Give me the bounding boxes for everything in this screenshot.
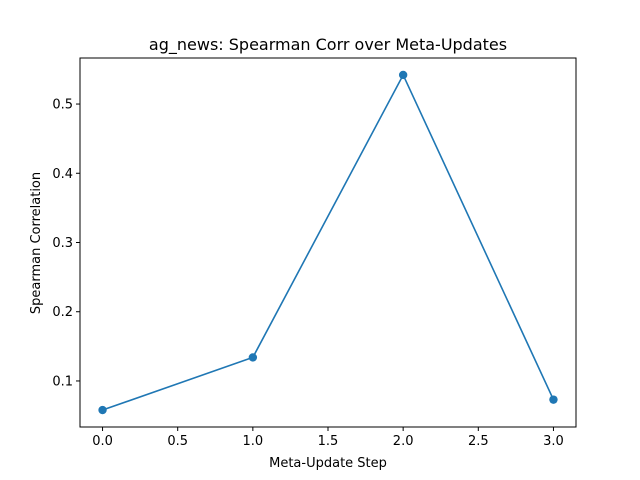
x-tick-label: 2.0: [393, 434, 414, 449]
x-tick-label: 0.5: [167, 434, 188, 449]
y-axis-label: Spearman Correlation: [29, 172, 44, 314]
y-tick-label: 0.5: [52, 98, 73, 113]
x-tick-label: 2.5: [468, 434, 489, 449]
chart-title: ag_news: Spearman Corr over Meta-Updates: [149, 35, 507, 55]
data-point: [549, 395, 558, 404]
y-tick-label: 0.4: [52, 167, 73, 182]
axes-frame: [79, 57, 577, 428]
plot-area: 0.0 0.5 1.0 1.5 2.0 2.5 3.0 0.1 0.2 0.3 0.4 0.5: [52, 57, 577, 449]
data-point: [98, 405, 107, 415]
x-tick-label: 3.0: [543, 434, 564, 449]
x-tick-label: 0.0: [92, 434, 113, 449]
x-tick-label: 1.0: [243, 434, 264, 449]
x-axis-label: Meta-Update Step: [269, 456, 387, 471]
data-point: [398, 70, 408, 80]
y-tick-label: 0.1: [52, 374, 73, 389]
y-tick-label: 0.3: [52, 236, 73, 251]
x-tick-label: 1.5: [318, 434, 339, 449]
series-line: [101, 74, 555, 411]
y-tick-label: 0.2: [52, 305, 73, 320]
data-point: [248, 353, 258, 362]
